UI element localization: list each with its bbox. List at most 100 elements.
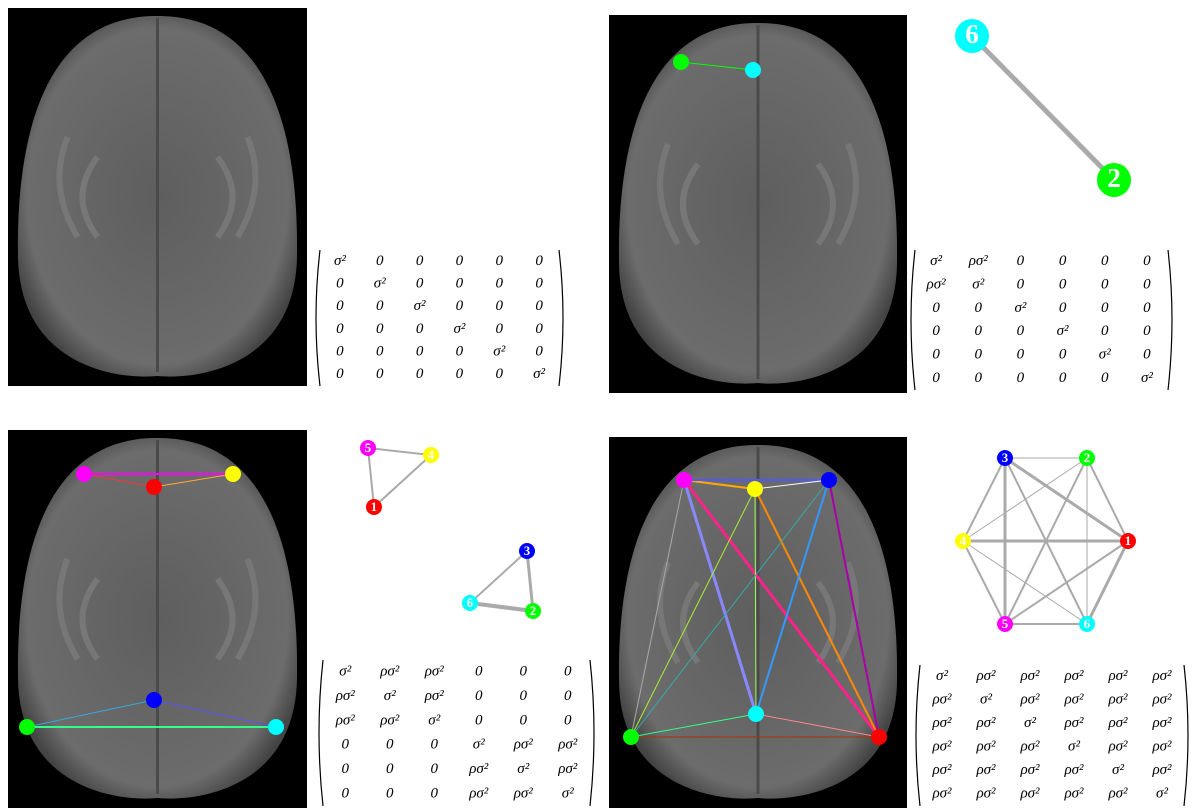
matrix-entry: σ² <box>428 712 440 728</box>
matrix-entry: ρσ² <box>968 253 989 269</box>
matrix-entry: 0 <box>1143 276 1151 292</box>
matrix-entry: 0 <box>336 321 344 337</box>
graph-edge <box>470 603 533 611</box>
matrix-entry: σ² <box>1156 786 1168 802</box>
matrix-entry: ρσ² <box>468 761 489 777</box>
matrix-entry: ρσ² <box>379 664 400 680</box>
matrix-entry: 0 <box>496 253 504 269</box>
graph-edge <box>527 551 533 611</box>
matrix-entry: 0 <box>416 275 424 291</box>
matrix-entry: 0 <box>1017 346 1025 362</box>
matrix-entry: ρσ² <box>1019 692 1040 708</box>
graph-edge <box>470 551 527 603</box>
matrix-entry: 0 <box>416 343 424 359</box>
brain-node <box>673 54 689 70</box>
matrix-entry: ρσ² <box>1063 692 1084 708</box>
matrix-entry: 0 <box>1059 370 1067 386</box>
matrix-entry: 0 <box>431 737 439 753</box>
matrix-entry: 0 <box>416 253 424 269</box>
matrix-entry: 0 <box>1143 323 1151 339</box>
node-label: 1 <box>1125 534 1131 548</box>
matrix-entry: ρσ² <box>1151 692 1172 708</box>
matrix-entry: ρσ² <box>975 762 996 778</box>
matrix-entry: σ² <box>930 253 942 269</box>
matrix-entry: ρσ² <box>1107 739 1128 755</box>
matrix-entry: 0 <box>975 346 983 362</box>
matrix-entry: 0 <box>431 761 439 777</box>
matrix-entry: ρσ² <box>931 715 952 731</box>
matrix-entry: 0 <box>416 366 424 382</box>
matrix-entry: 0 <box>535 321 543 337</box>
matrix-entry: ρσ² <box>1151 668 1172 684</box>
matrix-entry: σ² <box>1068 739 1080 755</box>
matrix-entry: σ² <box>533 366 545 382</box>
matrix-bracket <box>911 250 1172 390</box>
brain-node <box>745 62 761 78</box>
matrix-entry: 0 <box>342 737 350 753</box>
matrix-entry: ρσ² <box>1107 692 1128 708</box>
matrix-entry: σ² <box>473 737 485 753</box>
matrix-entry: 0 <box>1101 276 1109 292</box>
matrix-entry: 0 <box>386 737 394 753</box>
graph-edge <box>368 448 374 507</box>
matrix-entry: 0 <box>564 664 572 680</box>
matrix-entry: 0 <box>336 298 344 314</box>
matrix-entry: σ² <box>453 321 465 337</box>
matrix-entry: ρσ² <box>926 276 947 292</box>
matrix-bracket <box>319 660 594 806</box>
matrix-entry: σ² <box>1141 370 1153 386</box>
matrix-entry: 0 <box>1017 323 1025 339</box>
matrix-entry: 0 <box>475 688 483 704</box>
matrix-entry: 0 <box>336 275 344 291</box>
matrix-entry: 0 <box>535 275 543 291</box>
matrix-entry: 0 <box>932 300 940 316</box>
matrix-entry: 0 <box>520 712 528 728</box>
matrix-entry: ρσ² <box>931 692 952 708</box>
matrix-entry: 0 <box>376 343 384 359</box>
matrix-entry: ρσ² <box>1151 762 1172 778</box>
matrix-entry: 0 <box>376 321 384 337</box>
matrix-entry: 0 <box>1059 346 1067 362</box>
matrix-entry: 0 <box>456 366 464 382</box>
matrix-entry: ρσ² <box>1019 739 1040 755</box>
node-label: 5 <box>365 441 371 455</box>
matrix-entry: 0 <box>386 761 394 777</box>
brain-node <box>821 472 837 488</box>
matrix-entry: 0 <box>496 366 504 382</box>
matrix-entry: 0 <box>336 366 344 382</box>
matrix-entry: 0 <box>456 253 464 269</box>
matrix-entry: 0 <box>496 275 504 291</box>
brain-node <box>871 729 887 745</box>
matrix-entry: 0 <box>1143 253 1151 269</box>
graph-edge <box>972 36 1114 180</box>
brain-node <box>747 481 763 497</box>
matrix-entry: ρσ² <box>1063 668 1084 684</box>
matrix-entry: ρσ² <box>931 762 952 778</box>
matrix-entry: 0 <box>342 785 350 801</box>
matrix-entry: 0 <box>535 298 543 314</box>
matrix-entry: σ² <box>972 276 984 292</box>
matrix-entry: 0 <box>1101 370 1109 386</box>
matrix-entry: σ² <box>936 668 948 684</box>
matrix-entry: ρσ² <box>1063 715 1084 731</box>
matrix-entry: 0 <box>932 346 940 362</box>
node-label: 2 <box>1084 451 1090 465</box>
matrix-entry: 0 <box>975 370 983 386</box>
matrix-entry: ρσ² <box>1019 668 1040 684</box>
matrix-bracket <box>316 250 563 386</box>
matrix-entry: ρσ² <box>1107 786 1128 802</box>
matrix-entry: σ² <box>517 761 529 777</box>
graph-edge <box>963 541 1005 624</box>
matrix-entry: σ² <box>384 688 396 704</box>
brain-node <box>146 692 162 708</box>
matrix-entry: 0 <box>456 275 464 291</box>
matrix-entry: σ² <box>339 664 351 680</box>
matrix-entry: 0 <box>932 323 940 339</box>
matrix-entry: 0 <box>376 366 384 382</box>
graph-edge <box>368 448 431 455</box>
matrix-entry: 0 <box>386 785 394 801</box>
brain-node <box>268 719 284 735</box>
matrix-entry: 0 <box>431 785 439 801</box>
matrix-entry: 0 <box>932 370 940 386</box>
matrix-entry: 0 <box>496 298 504 314</box>
